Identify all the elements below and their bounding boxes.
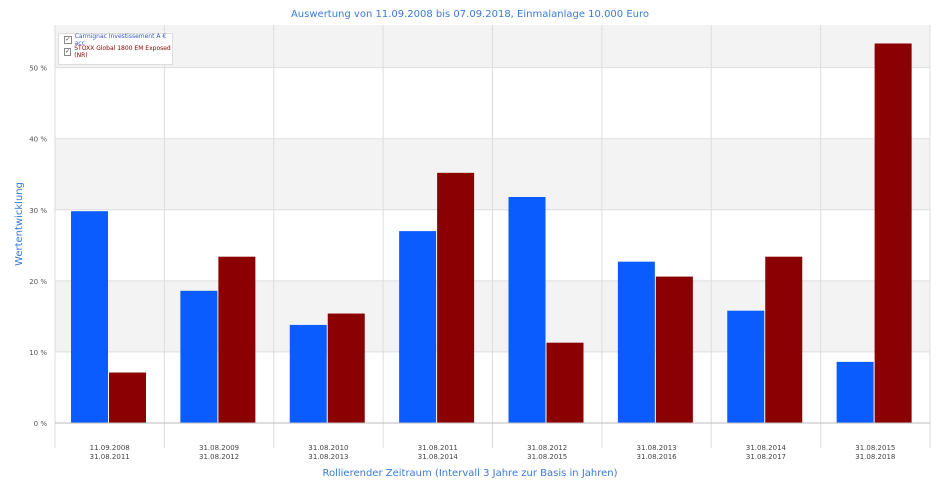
- checkbox-checked-icon[interactable]: ✓: [64, 36, 72, 44]
- bar-1-0: [109, 372, 146, 423]
- x-tick-label: 31.08.2013: [308, 453, 348, 461]
- checkbox-checked-icon[interactable]: ✓: [64, 48, 72, 56]
- bar-1-1: [218, 256, 256, 423]
- x-axis-label: Rollierender Zeitraum (Intervall 3 Jahre…: [322, 468, 617, 479]
- x-tick-label: 31.08.2016: [637, 453, 678, 461]
- y-tick-label: 20 %: [29, 278, 47, 286]
- bar-0-1: [180, 290, 218, 423]
- bar-0-0: [71, 211, 108, 423]
- bar-0-3: [399, 231, 437, 423]
- y-tick-label: 40 %: [29, 136, 47, 144]
- legend-item-1[interactable]: ✓ STOXX Global 1800 EM Exposed (NR): [64, 45, 172, 59]
- x-tick-label: 31.08.2012: [199, 453, 239, 461]
- bar-1-2: [327, 313, 365, 423]
- y-tick-label: 50 %: [29, 65, 47, 73]
- bar-1-6: [765, 256, 803, 423]
- legend-item-0[interactable]: ✓ Carmignac Investissement A € acc: [64, 33, 172, 47]
- bar-0-6: [727, 310, 765, 423]
- chart-title: Auswertung von 11.09.2008 bis 07.09.2018…: [291, 9, 649, 20]
- x-tick-label: 31.08.2015: [527, 453, 567, 461]
- x-tick-label: 31.08.2017: [746, 453, 786, 461]
- x-tick-label: 31.08.2011: [418, 444, 458, 452]
- x-tick-label: 31.08.2010: [308, 444, 348, 452]
- x-tick-label: 11.09.2008: [90, 444, 130, 452]
- bar-0-4: [508, 196, 546, 423]
- x-tick-label: 31.08.2014: [746, 444, 787, 452]
- bar-0-5: [617, 261, 655, 423]
- bar-1-7: [874, 43, 912, 423]
- bar-1-5: [655, 276, 693, 423]
- bar-0-7: [836, 361, 874, 423]
- y-tick-label: 10 %: [29, 349, 47, 357]
- x-tick-label: 31.08.2011: [90, 453, 130, 461]
- x-tick-label: 31.08.2012: [527, 444, 567, 452]
- x-tick-label: 31.08.2009: [199, 444, 239, 452]
- x-tick-label: 31.08.2013: [637, 444, 677, 452]
- bar-1-4: [546, 342, 584, 423]
- y-tick-label: 30 %: [29, 207, 47, 215]
- y-tick-label: 0 %: [34, 420, 48, 428]
- y-axis-label: Wertentwicklung: [14, 182, 25, 266]
- x-tick-label: 31.08.2015: [855, 444, 895, 452]
- x-tick-label: 31.08.2014: [418, 453, 459, 461]
- legend-label: STOXX Global 1800 EM Exposed (NR): [74, 45, 171, 59]
- x-tick-label: 31.08.2018: [855, 453, 895, 461]
- legend: ✓ Carmignac Investissement A € acc ✓ STOXX…: [58, 33, 173, 65]
- bar-1-3: [437, 172, 475, 423]
- bar-0-2: [289, 324, 327, 423]
- legend-label: Carmignac Investissement A € acc: [74, 33, 167, 47]
